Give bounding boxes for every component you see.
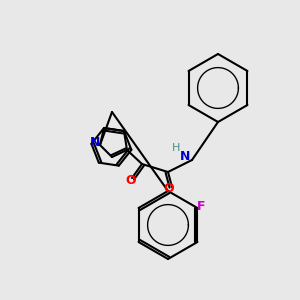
Text: O: O [126, 173, 136, 187]
Text: O: O [164, 182, 174, 194]
Text: N: N [90, 136, 100, 149]
Text: H: H [172, 143, 180, 153]
Text: F: F [197, 200, 206, 212]
Text: N: N [180, 149, 190, 163]
